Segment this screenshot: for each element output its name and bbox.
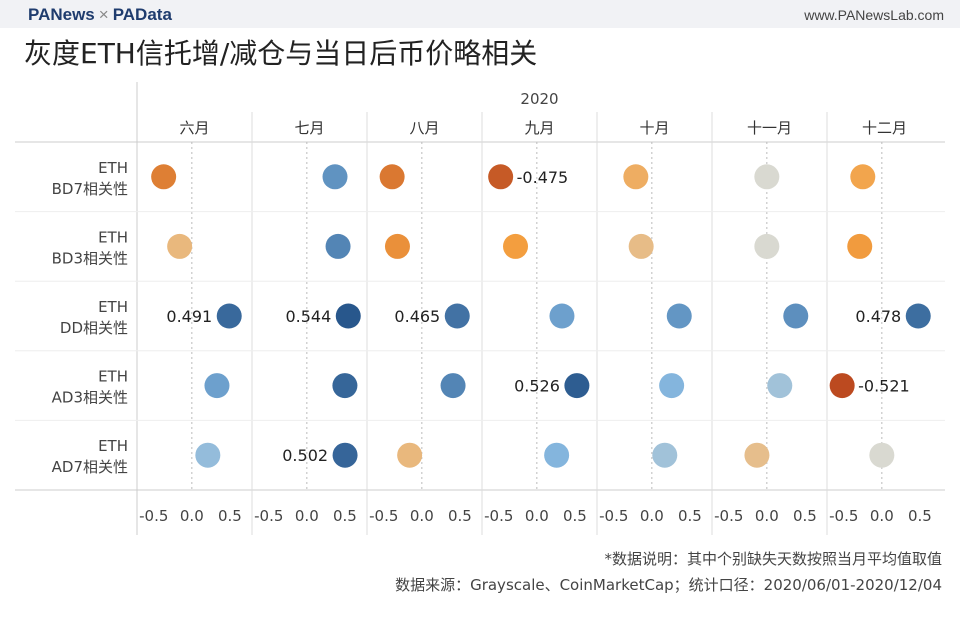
x-tick-label: 0.0 [295, 507, 319, 525]
x-tick-label: 0.5 [448, 507, 472, 525]
row-label-line1: ETH [98, 298, 128, 316]
column-header: 七月 [294, 119, 324, 137]
x-tick-label: -0.5 [369, 507, 398, 525]
x-tick-label: -0.5 [254, 507, 283, 525]
data-point [151, 164, 177, 190]
x-tick-label: 0.0 [870, 507, 894, 525]
data-point [167, 233, 193, 259]
data-point [204, 373, 230, 399]
x-tick-label: -0.5 [599, 507, 628, 525]
row-label-line1: ETH [98, 368, 128, 386]
data-point [659, 373, 685, 399]
data-point [397, 442, 423, 468]
data-point [744, 442, 770, 468]
logo-separator: × [98, 5, 109, 24]
row-label-line2: BD3相关性 [52, 249, 128, 267]
column-header: 六月 [179, 119, 209, 137]
panews-logo: PANews [28, 5, 95, 24]
data-label: 0.502 [282, 446, 328, 465]
data-point [623, 164, 649, 190]
row-label-line2: AD3相关性 [52, 389, 128, 407]
data-point [564, 373, 590, 399]
data-point [905, 303, 931, 329]
data-point [332, 442, 358, 468]
row-label-line2: AD7相关性 [52, 458, 128, 476]
x-tick-label: 0.0 [180, 507, 204, 525]
data-point [666, 303, 692, 329]
data-point [850, 164, 876, 190]
data-note: *数据说明：其中个别缺失天数按照当月平均值取值 [604, 550, 942, 568]
data-point [216, 303, 242, 329]
data-label: 0.526 [514, 377, 560, 396]
x-tick-label: -0.5 [829, 507, 858, 525]
data-point [384, 233, 410, 259]
data-point [440, 373, 466, 399]
site-url: www.PANewsLab.com [804, 7, 944, 23]
chart-title: 灰度ETH信托增/减仓与当日后币价略相关 [24, 37, 538, 70]
year-label: 2020 [520, 90, 558, 108]
x-tick-label: 0.0 [755, 507, 779, 525]
data-point [503, 233, 529, 259]
x-tick-label: 0.5 [333, 507, 357, 525]
x-tick-label: -0.5 [484, 507, 513, 525]
padata-logo: PAData [112, 5, 172, 24]
data-point [783, 303, 809, 329]
data-point [754, 233, 780, 259]
x-tick-label: -0.5 [714, 507, 743, 525]
data-label: 0.465 [394, 307, 440, 326]
data-point [869, 442, 895, 468]
x-tick-label: 0.5 [678, 507, 702, 525]
data-point [544, 442, 570, 468]
logo: PANews × PAData [28, 5, 172, 25]
data-point [549, 303, 575, 329]
column-header: 八月 [409, 119, 439, 137]
column-header: 十二月 [862, 119, 907, 137]
row-label-line1: ETH [98, 437, 128, 455]
data-point [195, 442, 221, 468]
data-point [628, 233, 654, 259]
x-tick-label: 0.0 [410, 507, 434, 525]
x-tick-label: 0.5 [908, 507, 932, 525]
column-header: 九月 [524, 119, 554, 137]
x-tick-label: 0.0 [525, 507, 549, 525]
data-point [847, 233, 873, 259]
x-tick-label: 0.5 [563, 507, 587, 525]
data-point [488, 164, 514, 190]
column-header: 十月 [639, 119, 669, 137]
data-point [379, 164, 405, 190]
data-point [829, 373, 855, 399]
data-point [335, 303, 361, 329]
x-tick-label: -0.5 [139, 507, 168, 525]
data-point [754, 164, 780, 190]
row-label-line2: BD7相关性 [52, 180, 128, 198]
x-tick-label: 0.5 [218, 507, 242, 525]
data-point [325, 233, 351, 259]
row-label-line2: DD相关性 [60, 319, 128, 337]
row-label-line1: ETH [98, 159, 128, 177]
data-point [322, 164, 348, 190]
row-label-line1: ETH [98, 228, 128, 246]
data-point [444, 303, 470, 329]
data-point [332, 373, 358, 399]
data-point [652, 442, 678, 468]
data-label: 0.491 [166, 307, 212, 326]
data-label: 0.478 [855, 307, 901, 326]
data-label: -0.475 [517, 168, 569, 187]
x-tick-label: 0.0 [640, 507, 664, 525]
data-source: 数据来源：Grayscale、CoinMarketCap；统计口径：2020/0… [395, 576, 942, 594]
data-label: 0.544 [285, 307, 331, 326]
data-point [767, 373, 793, 399]
x-tick-label: 0.5 [793, 507, 817, 525]
column-header: 十一月 [747, 119, 792, 137]
top-bar: PANews × PAData www.PANewsLab.com [0, 0, 960, 28]
data-label: -0.521 [858, 377, 910, 396]
